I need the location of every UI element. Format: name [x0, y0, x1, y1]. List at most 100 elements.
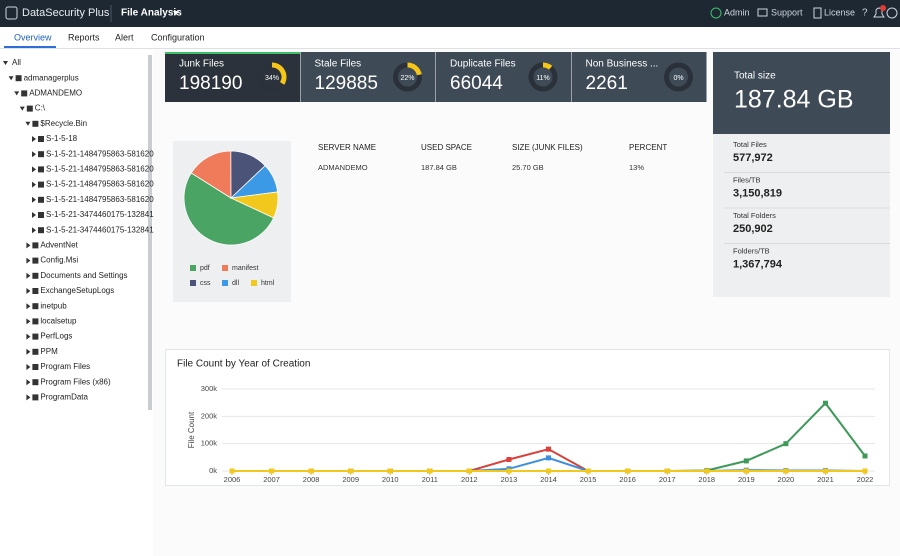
- tree-item[interactable]: Program Files: [40, 362, 90, 371]
- tree-toggle[interactable]: [26, 272, 31, 279]
- tree-icon: [32, 242, 39, 249]
- table-cell: 187.84 GB: [421, 163, 457, 172]
- tree-icon: [15, 75, 22, 82]
- pie-slice: [183, 172, 275, 246]
- tree-item[interactable]: localsetup: [40, 317, 77, 326]
- license-link[interactable]: License: [824, 7, 855, 17]
- line-chart-title: File Count by Year of Creation: [177, 359, 310, 370]
- dropdown-icon[interactable]: [173, 11, 179, 15]
- tree-toggle[interactable]: [32, 181, 36, 188]
- tree-item[interactable]: Program Files (x86): [40, 377, 111, 386]
- table-header: PERCENT: [629, 143, 667, 152]
- tree-item[interactable]: S-1-5-21-1484795863-581620: [46, 180, 154, 189]
- tree-toggle[interactable]: [25, 121, 31, 126]
- series-point: [229, 468, 235, 474]
- tree-toggle[interactable]: [26, 257, 31, 264]
- tree-toggle[interactable]: [14, 91, 20, 96]
- tree-toggle[interactable]: [32, 136, 36, 142]
- legend-label: html: [261, 280, 275, 287]
- legend-swatch: [251, 280, 257, 286]
- user-icon[interactable]: [886, 7, 898, 19]
- tree-toggle[interactable]: [26, 379, 31, 386]
- tree-toggle[interactable]: [26, 394, 31, 401]
- series-point: [585, 468, 591, 474]
- tree-item[interactable]: PPM: [40, 347, 58, 356]
- tree-item[interactable]: S-1-5-21-1484795863-581620: [46, 195, 154, 204]
- card-count: 129885: [315, 73, 378, 94]
- tree-toggle[interactable]: [32, 212, 36, 218]
- tree-item[interactable]: Documents and Settings: [40, 271, 127, 280]
- tree-icon: [38, 136, 44, 142]
- series-point: [783, 468, 789, 474]
- module-menu[interactable]: File Analysis: [121, 8, 182, 19]
- tree-item[interactable]: S-1-5-21-1484795863-581620: [46, 165, 154, 174]
- x-tick-label: 2017: [659, 475, 676, 484]
- x-tick-label: 2018: [698, 475, 715, 484]
- table-cell: 25.70 GB: [512, 163, 544, 172]
- tree-item[interactable]: ExchangeSetupLogs: [40, 286, 114, 295]
- tree-toggle[interactable]: [26, 303, 31, 310]
- notification-icon[interactable]: [873, 7, 885, 18]
- tree-toggle[interactable]: [26, 242, 31, 249]
- tree-toggle[interactable]: [26, 333, 31, 340]
- tree-item[interactable]: Config.Msi: [40, 256, 78, 265]
- gauge-arc: [271, 62, 287, 85]
- x-tick-label: 2012: [461, 475, 478, 484]
- tree-item[interactable]: PerfLogs: [40, 332, 72, 341]
- stat-card[interactable]: [571, 52, 707, 102]
- tree-item[interactable]: All: [12, 58, 21, 67]
- tab[interactable]: Overview: [14, 32, 52, 42]
- support-link[interactable]: Support: [771, 7, 803, 17]
- tree-item[interactable]: S-1-5-21-3474460175-132841: [46, 210, 154, 219]
- sidebar: [0, 49, 153, 556]
- stat-card[interactable]: [436, 52, 571, 102]
- notification-badge: [880, 5, 886, 11]
- stats-panel: [713, 134, 890, 297]
- tree-toggle[interactable]: [32, 196, 36, 203]
- tree-toggle[interactable]: [32, 151, 36, 158]
- admin-link[interactable]: Admin: [724, 7, 750, 17]
- x-tick-label: 2014: [540, 475, 557, 484]
- x-tick-label: 2015: [580, 475, 597, 484]
- legend-swatch: [222, 265, 228, 271]
- tree-item[interactable]: C:\: [35, 104, 46, 113]
- series-point: [862, 453, 868, 459]
- tree-toggle[interactable]: [32, 166, 36, 173]
- tree-toggle[interactable]: [26, 288, 31, 294]
- gauge-label: 11%: [536, 75, 550, 82]
- tree-item[interactable]: S-1-5-18: [46, 134, 78, 143]
- tree-item[interactable]: ProgramData: [40, 393, 88, 402]
- help-link[interactable]: ?: [862, 8, 868, 19]
- tree-toggle[interactable]: [26, 364, 31, 370]
- tree-toggle[interactable]: [32, 227, 36, 234]
- gauge-label: 0%: [673, 75, 683, 82]
- tree-toggle[interactable]: [26, 348, 31, 355]
- tab[interactable]: Configuration: [151, 32, 205, 42]
- tree-icon: [32, 348, 39, 355]
- series-point: [427, 468, 433, 474]
- y-tick-label: 300k: [201, 384, 218, 393]
- tree-toggle[interactable]: [19, 106, 25, 111]
- tree-icon: [38, 227, 44, 234]
- tree-toggle[interactable]: [26, 318, 31, 325]
- stat-card[interactable]: [165, 52, 300, 102]
- tree-icon: [38, 196, 44, 203]
- legend-swatch: [190, 280, 196, 286]
- tab[interactable]: Alert: [115, 32, 134, 42]
- stat-card[interactable]: [300, 52, 436, 102]
- tree-item[interactable]: S-1-5-21-3474460175-132841: [46, 225, 154, 234]
- tree-item[interactable]: S-1-5-21-1484795863-581620: [46, 149, 154, 158]
- tree-item[interactable]: inetpub: [40, 301, 67, 310]
- tree-toggle[interactable]: [3, 61, 8, 65]
- card-label: Non Business ...: [586, 59, 659, 70]
- tree-item[interactable]: admanagerplus: [24, 73, 79, 82]
- tree-icon: [32, 379, 39, 386]
- tab[interactable]: Reports: [68, 32, 100, 42]
- pie-slice: [229, 191, 279, 219]
- tree-item[interactable]: AdventNet: [40, 241, 78, 250]
- tree-item[interactable]: ADMANDEMO: [29, 89, 82, 98]
- tree-item[interactable]: $Recycle.Bin: [40, 119, 87, 128]
- scrollbar[interactable]: [148, 55, 152, 410]
- tree-toggle[interactable]: [8, 76, 14, 81]
- table-header: USED SPACE: [421, 143, 472, 152]
